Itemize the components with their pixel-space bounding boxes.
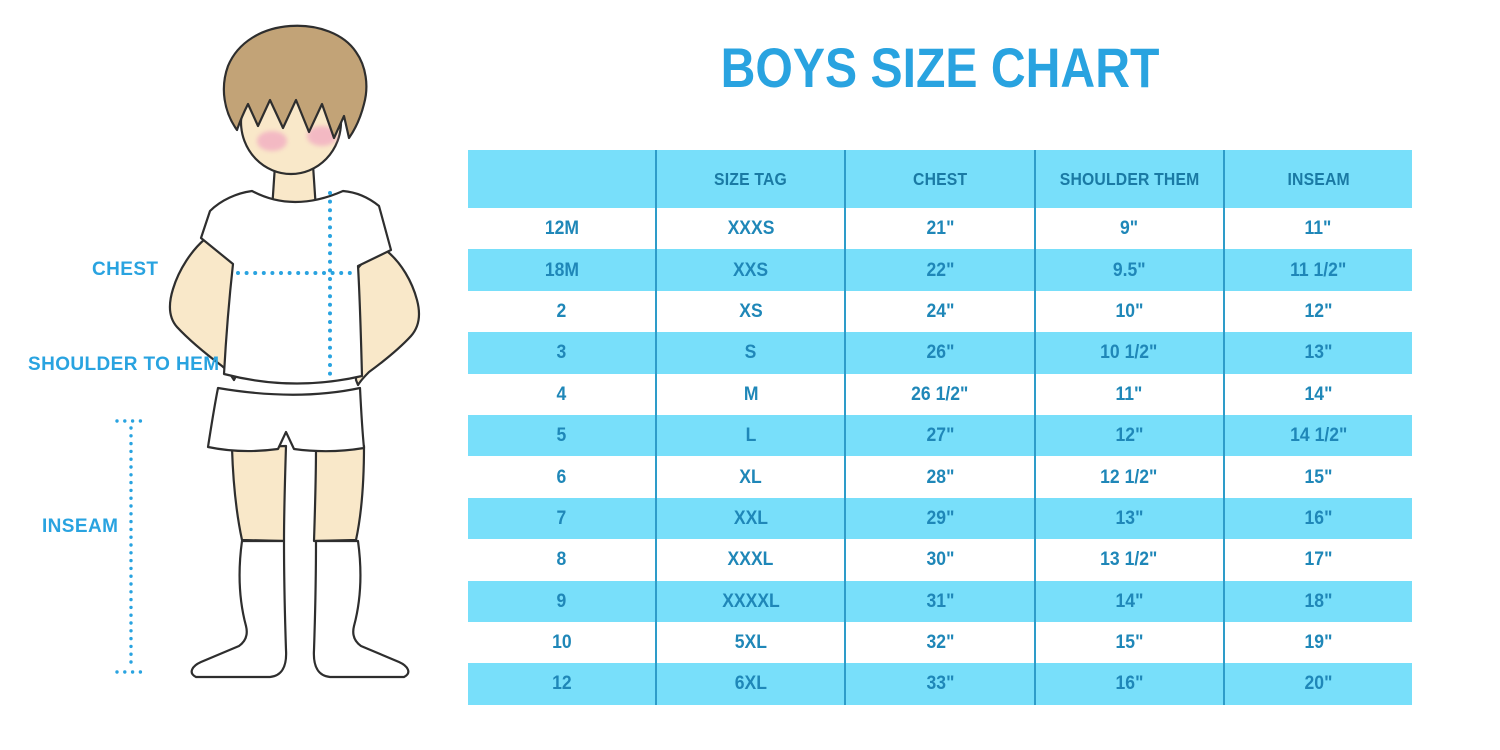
table-header-cell-size-tag: SIZE TAG <box>655 150 844 208</box>
table-cell: 13" <box>1033 497 1223 540</box>
table-cell: 15" <box>1222 456 1412 498</box>
table-cell: 12" <box>1222 290 1412 333</box>
boy-illustration <box>115 24 421 679</box>
inseam-measure-line <box>115 419 148 674</box>
table-cell: 19" <box>1222 621 1412 664</box>
left-leg <box>230 444 288 543</box>
table-cell: 5 <box>556 424 567 447</box>
table-body: 12M XXXS 21" 9" 11" 18M XXS 22" 9.5" 11 1/2" 2 XS 24… <box>468 208 1412 705</box>
table-cell: 21" <box>844 208 1033 250</box>
table-row: 5 L 27" 12" 14 1/2" <box>468 414 1412 457</box>
table-row: 18M XXS 22" 9.5" 11 1/2" <box>468 249 1412 291</box>
table-cell: 29" <box>844 497 1033 540</box>
shorts <box>206 386 366 453</box>
table-cell: 11" <box>1222 208 1412 250</box>
table-cell: XL <box>655 456 844 498</box>
table-header-row: SIZE TAG CHEST SHOULDER THEM INSEAM <box>468 150 1412 208</box>
table-cell: 12" <box>1033 414 1223 457</box>
hair <box>222 24 368 140</box>
table-cell: XXXL <box>655 539 844 581</box>
right-sock <box>312 539 410 679</box>
table-cell: 13 1/2" <box>1033 539 1223 581</box>
blush-left-cheek <box>257 131 287 151</box>
table-row: 12 6XL 33" 16" 20" <box>468 663 1412 705</box>
table-cell: 11 1/2" <box>1222 249 1412 291</box>
table-cell: L <box>655 414 844 457</box>
table-cell: 11" <box>1033 373 1223 415</box>
table-cell: 9" <box>1033 208 1223 250</box>
table-row: 10 5XL 32" 15" 19" <box>468 621 1412 664</box>
table-cell: 26 1/2" <box>844 373 1033 415</box>
table-row: 3 S 26" 10 1/2" 13" <box>468 332 1412 374</box>
table-row: 4 M 26 1/2" 11" 14" <box>468 373 1412 415</box>
table-cell: 2 <box>556 299 567 322</box>
size-table: SIZE TAG CHEST SHOULDER THEM INSEAM 12M X… <box>468 150 1412 705</box>
shoulder-to-hem-label: SHOULDER TO HEM <box>28 354 220 375</box>
table-cell: 10" <box>1033 290 1223 333</box>
table-row: 9 XXXXL 31" 14" 18" <box>468 580 1412 622</box>
table-cell: 32" <box>844 621 1033 664</box>
table-cell: 17" <box>1222 539 1412 581</box>
table-cell: S <box>655 332 844 374</box>
table-cell: XXS <box>655 249 844 291</box>
table-row: 6 XL 28" 12 1/2" 15" <box>468 456 1412 498</box>
table-row: 12M XXXS 21" 9" 11" <box>468 208 1412 250</box>
table-cell: 15" <box>1033 621 1223 664</box>
chest-label: CHEST <box>92 259 159 280</box>
table-header-cell-chest: CHEST <box>844 150 1033 208</box>
table-cell: 18" <box>1222 580 1412 622</box>
table-cell: 14 1/2" <box>1222 414 1412 457</box>
table-cell: 12 1/2" <box>1033 456 1223 498</box>
table-cell: 31" <box>844 580 1033 622</box>
table-cell: 4 <box>556 382 567 405</box>
right-leg <box>312 444 366 543</box>
page-title: BOYS SIZE CHART <box>720 36 1160 99</box>
table-cell: 10 1/2" <box>1033 332 1223 374</box>
table-cell: 33" <box>844 663 1033 705</box>
right-arm <box>354 250 421 387</box>
table-header-cell-inseam: INSEAM <box>1222 150 1412 208</box>
table-cell: 30" <box>844 539 1033 581</box>
table-cell: 13" <box>1222 332 1412 374</box>
blush-right-cheek <box>307 126 337 146</box>
shirt <box>199 189 393 385</box>
table-cell: 27" <box>844 414 1033 457</box>
table-cell: 3 <box>556 341 567 364</box>
table-row: 8 XXXL 30" 13 1/2" 17" <box>468 539 1412 581</box>
table-cell: 20" <box>1222 663 1412 705</box>
table-row: 2 XS 24" 10" 12" <box>468 290 1412 333</box>
table-cell: 14" <box>1222 373 1412 415</box>
table-header-cell-shoulder: SHOULDER THEM <box>1033 150 1223 208</box>
table-cell: 16" <box>1033 663 1223 705</box>
table-cell: 26" <box>844 332 1033 374</box>
table-cell: 22" <box>844 249 1033 291</box>
table-cell: 5XL <box>655 621 844 664</box>
inseam-label: INSEAM <box>42 516 119 537</box>
table-cell: 9.5" <box>1033 249 1223 291</box>
table-cell: 9 <box>556 589 567 612</box>
table-row: 7 XXL 29" 13" 16" <box>468 497 1412 540</box>
table-cell: M <box>655 373 844 415</box>
table-header-cell-size <box>468 150 655 208</box>
table-cell: 18M <box>544 258 579 281</box>
table-cell: 8 <box>556 548 567 571</box>
table-cell: XS <box>655 290 844 333</box>
table-cell: XXXXL <box>655 580 844 622</box>
table-cell: XXXS <box>655 208 844 250</box>
left-sock <box>190 539 288 679</box>
table-cell: 24" <box>844 290 1033 333</box>
table-cell: 14" <box>1033 580 1223 622</box>
table-cell: XXL <box>655 497 844 540</box>
table-cell: 7 <box>556 506 567 529</box>
table-cell: 10 <box>551 631 572 654</box>
table-cell: 6 <box>556 465 567 488</box>
table-cell: 16" <box>1222 497 1412 540</box>
table-cell: 28" <box>844 456 1033 498</box>
table-cell: 6XL <box>655 663 844 705</box>
table-cell: 12 <box>551 672 572 695</box>
table-cell: 12M <box>544 217 579 240</box>
